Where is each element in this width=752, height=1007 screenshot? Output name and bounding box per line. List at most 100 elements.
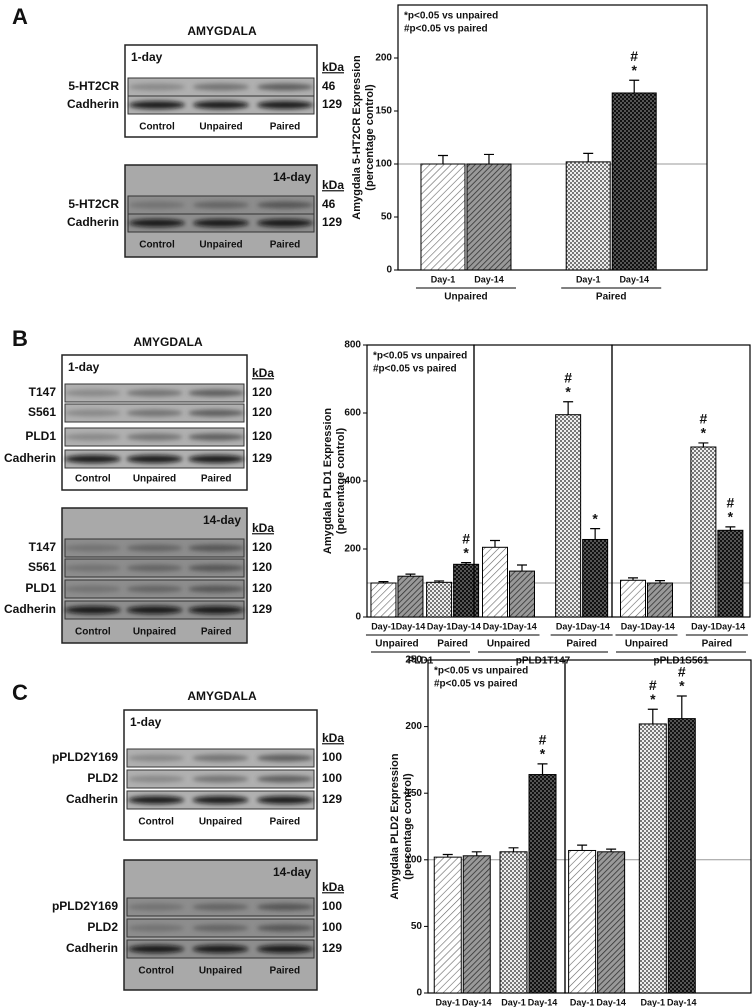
bar <box>420 163 466 271</box>
lane-label: Paired <box>201 474 232 485</box>
y-tick-label: 200 <box>375 53 392 64</box>
bar <box>582 538 609 618</box>
group-label: Unpaired <box>444 292 487 303</box>
row-label: pPLD2Y169 <box>52 750 118 764</box>
band <box>129 201 185 209</box>
significance: * <box>540 746 546 762</box>
significance: # <box>564 369 572 385</box>
x-tick-label: Day-1 <box>621 621 646 631</box>
band <box>128 775 185 783</box>
bar <box>667 718 696 994</box>
x-tick-label: Day-1 <box>556 621 581 631</box>
x-tick-label: Day-1 <box>435 997 460 1007</box>
band <box>192 775 249 783</box>
bar <box>565 161 611 271</box>
y-axis-label: Amygdala PLD1 Expression <box>322 408 334 554</box>
x-tick-label: Day-1 <box>483 621 508 631</box>
band <box>64 544 121 552</box>
bar <box>528 774 557 994</box>
band <box>128 796 185 804</box>
band <box>188 433 245 441</box>
x-tick-label: Day-14 <box>619 274 649 284</box>
error-bar <box>647 708 658 724</box>
error-bar <box>442 853 453 858</box>
lane-label: Control <box>139 122 175 133</box>
lane-label: Paired <box>270 240 301 251</box>
blot-label: 1-day <box>131 50 163 64</box>
band <box>128 945 185 953</box>
error-bar <box>655 580 665 583</box>
significance: # <box>630 48 638 64</box>
error-bar <box>517 564 527 572</box>
row-label: 5-HT2CR <box>68 79 119 93</box>
kda-value: 46 <box>322 197 336 211</box>
band <box>256 924 313 932</box>
band <box>256 903 313 911</box>
y-tick-label: 800 <box>344 340 361 351</box>
row-label: Cadherin <box>67 215 119 229</box>
significance: * <box>679 678 685 694</box>
band <box>256 775 313 783</box>
x-tick-label: Day-14 <box>580 621 610 631</box>
significance: * <box>592 510 598 526</box>
band <box>129 101 185 109</box>
band <box>257 219 313 227</box>
bar <box>397 575 424 618</box>
band <box>188 389 245 397</box>
band <box>188 544 245 552</box>
bar <box>370 582 397 618</box>
y-tick-label: 200 <box>405 721 422 732</box>
band <box>64 409 121 417</box>
x-tick-label: Day-14 <box>528 997 558 1007</box>
panel-label: B <box>12 326 28 351</box>
band <box>188 564 245 572</box>
blot-title: AMYGDALA <box>133 335 203 349</box>
x-tick-label: Day-1 <box>570 997 595 1007</box>
group-label: Unpaired <box>625 639 668 650</box>
error-bar <box>471 851 482 856</box>
band <box>64 564 121 572</box>
group-label: Paired <box>596 292 627 303</box>
bar <box>597 851 626 994</box>
error-bar <box>537 763 548 775</box>
row-label: 5-HT2CR <box>68 197 119 211</box>
kda-value: 120 <box>252 540 272 554</box>
row-label: Cadherin <box>66 792 118 806</box>
row-label: S561 <box>28 405 56 419</box>
panel-name: pPLD1S561 <box>653 656 708 667</box>
row-label: PLD1 <box>25 429 56 443</box>
band <box>188 606 245 614</box>
error-bar <box>698 442 709 447</box>
kda-value: 129 <box>322 941 342 955</box>
bar <box>555 414 582 618</box>
band <box>256 754 313 762</box>
lane-label: Control <box>75 627 111 638</box>
bar <box>433 856 462 994</box>
bar <box>499 851 528 994</box>
x-tick-label: Day-1 <box>431 274 456 284</box>
bar <box>620 579 646 618</box>
error-bar <box>461 562 472 565</box>
y-axis-label: Amygdala PLD2 Expression <box>389 753 401 899</box>
kda-value: 129 <box>322 215 342 229</box>
bar <box>426 581 453 618</box>
blot-title: AMYGDALA <box>187 24 257 38</box>
error-bar <box>676 695 687 719</box>
error-bar <box>378 581 389 583</box>
band <box>188 585 245 593</box>
note: #p<0.05 vs paired <box>373 364 457 375</box>
bar <box>509 570 535 618</box>
band <box>192 754 249 762</box>
kda-value: 120 <box>252 405 272 419</box>
bar <box>611 92 657 271</box>
note: #p<0.05 vs paired <box>404 24 488 35</box>
lane-label: Control <box>139 240 175 251</box>
error-bar <box>437 154 448 164</box>
group-label: Paired <box>702 639 733 650</box>
row-label: T147 <box>29 540 57 554</box>
row-label: Cadherin <box>4 602 56 616</box>
kda-header: kDa <box>252 366 274 380</box>
error-bar <box>583 152 594 162</box>
band <box>128 754 185 762</box>
x-tick-label: Day-1 <box>427 621 452 631</box>
